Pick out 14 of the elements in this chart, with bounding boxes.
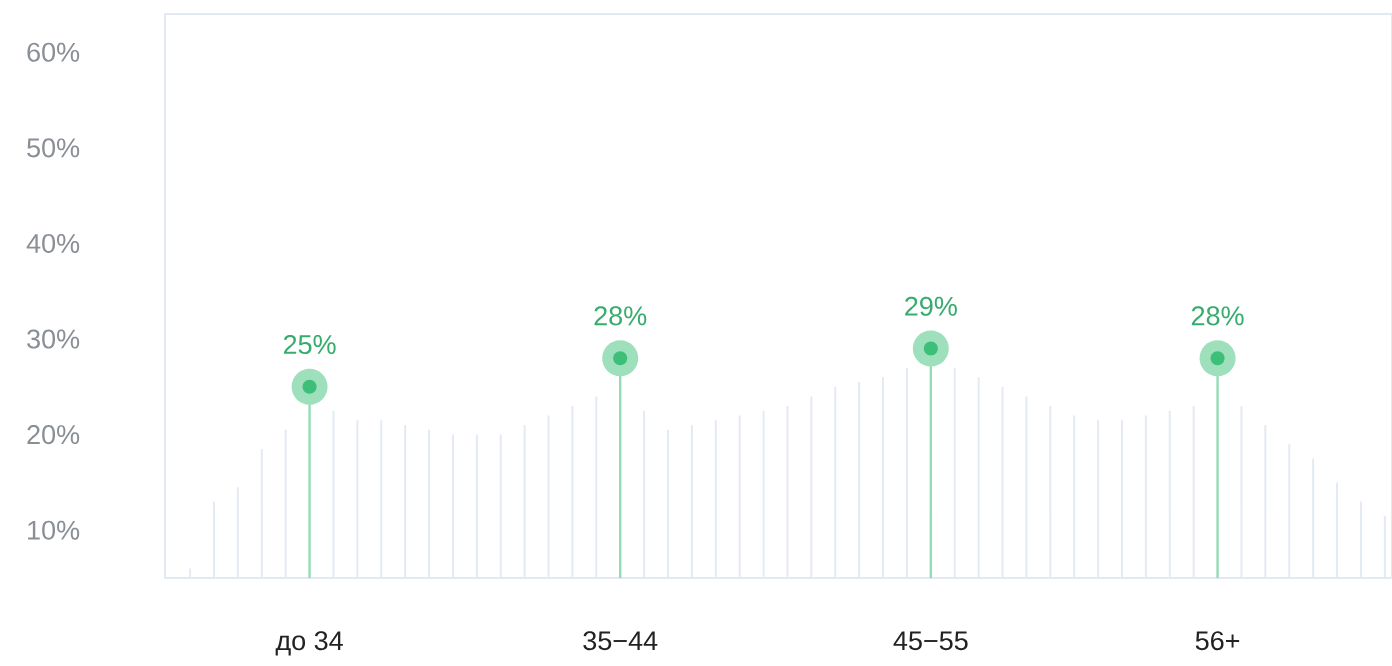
y-tick-label: 10% <box>28 520 80 540</box>
y-tick-label: 50% <box>27 138 80 158</box>
data-label: 29% <box>905 296 957 316</box>
y-tick-label: 30% <box>27 329 80 349</box>
y-tick-label: 60% <box>27 42 80 62</box>
data-label: 28% <box>594 306 647 326</box>
x-tick-label: 45−55 <box>893 631 968 651</box>
x-tick-label: до 34 <box>275 631 343 656</box>
x-tick-label: 35−44 <box>583 631 658 651</box>
y-tick-label: 20% <box>27 425 80 445</box>
data-label: 25% <box>283 334 336 355</box>
y-tick-label: 40% <box>26 233 80 253</box>
x-tick-label: 56+ <box>1195 631 1240 651</box>
data-label: 28% <box>1191 306 1244 326</box>
